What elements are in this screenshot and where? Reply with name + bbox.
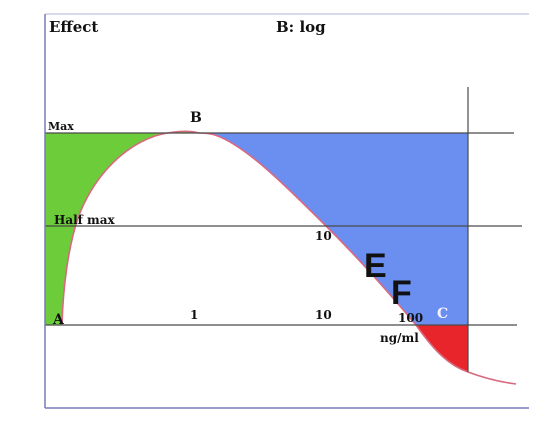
blue-region xyxy=(199,133,468,325)
max-label: Max xyxy=(48,120,74,133)
point-b-label: B xyxy=(190,110,202,126)
response-curve xyxy=(61,130,517,385)
tick-1: 1 xyxy=(190,308,199,322)
point-a-label: A xyxy=(53,312,64,328)
red-region xyxy=(416,325,468,372)
point-e-label: E xyxy=(364,247,387,285)
upper-tick-10: 10 xyxy=(315,229,332,243)
green-region xyxy=(45,131,199,325)
scale-label: B: log xyxy=(276,18,326,36)
point-f-label: F xyxy=(391,274,412,312)
unit-label: ng/ml xyxy=(380,331,419,345)
half-max-label: Half max xyxy=(54,213,115,227)
tick-10: 10 xyxy=(315,308,332,322)
y-axis-title: Effect xyxy=(49,18,99,36)
tick-100: 100 xyxy=(398,311,424,325)
point-c-label: C xyxy=(437,306,449,322)
